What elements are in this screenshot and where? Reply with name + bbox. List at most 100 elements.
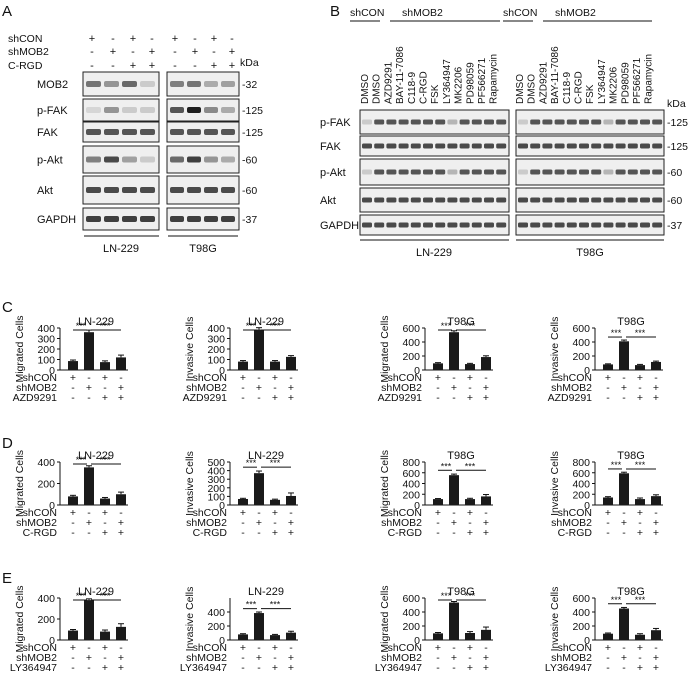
kda-value: -125 (667, 117, 688, 129)
blot-label: p-FAK (37, 105, 68, 117)
band (140, 107, 155, 113)
treatment-label: Rapamycin (489, 54, 500, 104)
condition-sign: - (103, 517, 107, 529)
band (435, 222, 446, 228)
band (566, 197, 577, 203)
band (566, 169, 577, 175)
condition-sign: - (241, 652, 245, 664)
band (374, 169, 385, 175)
band (140, 129, 155, 135)
y-tick-label: 200 (207, 621, 225, 633)
band (386, 119, 397, 125)
kda-label: kDa (667, 98, 686, 110)
condition-sign: + (621, 652, 627, 664)
condition-sign: - (241, 392, 245, 404)
band (447, 222, 458, 228)
condition-sign: - (119, 642, 123, 654)
bar (68, 361, 78, 370)
y-axis-label: Invasive Cells (549, 317, 561, 382)
significance-mark: *** (465, 321, 476, 331)
band (170, 156, 184, 163)
bar-chart: T98G Migrated Cells 0 200 400 600 *** *** shCON +… (375, 585, 493, 674)
group-header: shMOB2 (402, 7, 443, 19)
band (398, 169, 409, 175)
sign: - (90, 46, 94, 58)
condition-sign: + (653, 652, 659, 664)
band (170, 187, 184, 193)
band (484, 222, 494, 228)
blot-frame (359, 187, 510, 213)
condition-sign: + (86, 517, 92, 529)
band (374, 222, 385, 228)
significance-mark: *** (246, 600, 257, 610)
y-tick-label: 300 (37, 334, 55, 346)
band (221, 216, 235, 222)
band (386, 143, 397, 149)
blot-label: GAPDH (320, 220, 359, 232)
kda-value: -60 (242, 185, 257, 197)
band (122, 107, 137, 113)
band (204, 187, 218, 193)
condition-sign: + (605, 372, 611, 384)
condition-sign: - (606, 652, 610, 664)
chart-title: T98G (617, 586, 645, 598)
y-tick-label: 200 (37, 614, 55, 626)
significance-mark: *** (635, 328, 646, 338)
kda-value: -32 (242, 79, 257, 91)
band (86, 156, 101, 163)
bar (651, 361, 661, 370)
band (542, 119, 553, 125)
bar (270, 635, 280, 640)
condition-sign: - (638, 382, 642, 394)
condition-sign: + (653, 517, 659, 529)
treatment-label: DMSO (527, 74, 538, 104)
bar (465, 499, 475, 505)
band (496, 119, 507, 125)
kda-value: -60 (667, 195, 682, 207)
treatment-label: MK2206 (454, 66, 465, 104)
blot-label: p-FAK (320, 117, 351, 129)
band (410, 169, 421, 175)
condition-sign: + (451, 652, 457, 664)
band (410, 119, 421, 125)
band (435, 143, 446, 149)
bar (433, 633, 443, 640)
band (591, 197, 602, 203)
panel-letter-a: A (2, 3, 12, 20)
band (542, 143, 553, 149)
condition-label: shCON (23, 642, 57, 654)
y-tick-label: 400 (572, 479, 590, 491)
condition-sign: + (653, 527, 659, 539)
band (398, 197, 409, 203)
condition-label: shMOB2 (551, 652, 592, 664)
band (459, 119, 470, 125)
blot-label: FAK (320, 141, 341, 153)
y-tick-label: 300 (207, 334, 225, 346)
condition-sign: + (467, 392, 473, 404)
band (484, 119, 494, 125)
condition-label: shMOB2 (186, 382, 227, 394)
band (362, 222, 372, 228)
condition-sign: - (71, 392, 75, 404)
band (221, 187, 235, 193)
treatment-label: AZD9291 (383, 61, 394, 104)
band (204, 216, 218, 222)
condition-sign: - (289, 372, 293, 384)
condition-label: shMOB2 (381, 652, 422, 664)
blot-frame (515, 214, 665, 236)
band (374, 119, 385, 125)
condition-sign: - (119, 372, 123, 384)
band (627, 119, 638, 125)
bar (619, 608, 629, 640)
band (187, 81, 201, 87)
treatment-label: DMSO (360, 74, 371, 104)
band (579, 197, 589, 203)
condition-sign: + (467, 372, 473, 384)
bar (635, 365, 645, 370)
significance-mark: *** (76, 591, 87, 601)
condition-sign: + (435, 642, 441, 654)
band (566, 143, 577, 149)
band (640, 222, 650, 228)
